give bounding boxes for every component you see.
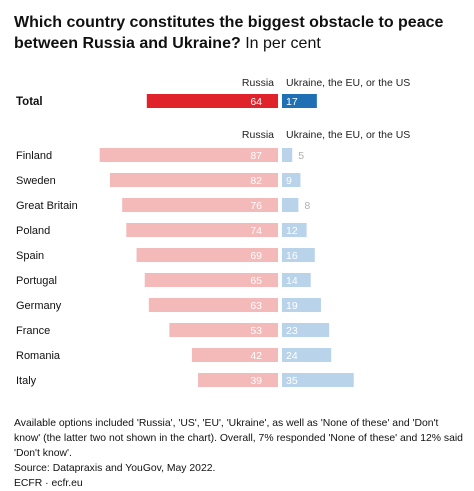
bar-ukraine-eu-us-italy [282, 373, 354, 387]
value-russia-sweden: 82 [250, 175, 262, 187]
value-russia-total: 64 [250, 96, 262, 108]
bar-ukraine-eu-us-germany [282, 298, 321, 312]
footnote: Available options included 'Russia', 'US… [14, 418, 463, 459]
category-label-total: Total [16, 96, 43, 108]
bar-ukraine-eu-us-great-britain [282, 198, 299, 212]
value-ukraine-eu-us-germany: 19 [286, 300, 298, 312]
category-label-great-britain: Great Britain [16, 200, 78, 212]
category-label-poland: Poland [16, 225, 50, 237]
bar-ukraine-eu-us-sweden [282, 173, 301, 187]
value-russia-great-britain: 76 [250, 200, 262, 212]
category-label-portugal: Portugal [16, 275, 57, 287]
source-note: Source: Datapraxis and YouGov, May 2022. [14, 463, 216, 474]
category-label-sweden: Sweden [16, 175, 56, 187]
value-russia-france: 53 [250, 325, 262, 337]
value-russia-poland: 74 [250, 225, 262, 237]
value-ukraine-eu-us-france: 23 [286, 325, 298, 337]
value-russia-germany: 63 [250, 300, 262, 312]
value-ukraine-eu-us-portugal: 14 [286, 275, 298, 287]
bar-russia-france [169, 323, 278, 337]
chart-subtitle: In per cent [245, 35, 321, 52]
value-russia-portugal: 65 [250, 275, 262, 287]
category-label-romania: Romania [16, 350, 61, 362]
bar-russia-total [146, 94, 278, 108]
value-russia-spain: 69 [250, 250, 262, 262]
category-label-germany: Germany [16, 300, 62, 312]
value-ukraine-eu-us-finland: 5 [298, 150, 304, 162]
chart-footer: Available options included 'Russia', 'US… [14, 416, 466, 491]
value-russia-romania: 42 [250, 350, 262, 362]
category-label-france: France [16, 325, 50, 337]
bar-ukraine-eu-us-france [282, 323, 330, 337]
bar-russia-portugal [144, 273, 278, 287]
header-ukraine-eu-us-countries: Ukraine, the EU, or the US [286, 129, 410, 141]
bar-russia-sweden [109, 173, 279, 187]
bar-russia-romania [191, 348, 278, 362]
value-ukraine-eu-us-romania: 24 [286, 350, 298, 362]
bar-russia-finland [99, 148, 279, 162]
value-ukraine-eu-us-italy: 35 [286, 375, 298, 387]
bar-russia-poland [126, 223, 278, 237]
bar-russia-spain [136, 248, 278, 262]
value-ukraine-eu-us-spain: 16 [286, 250, 298, 262]
bar-ukraine-eu-us-portugal [282, 273, 311, 287]
bar-russia-italy [198, 373, 278, 387]
header-russia-countries: Russia [242, 129, 274, 141]
credit: ECFR · ecfr.eu [14, 478, 83, 489]
value-russia-italy: 39 [250, 375, 262, 387]
value-russia-finland: 87 [250, 150, 262, 162]
diverging-bar-chart: Russia Ukraine, the EU, or the US Total 64 1… [16, 77, 410, 387]
chart-title: Which country constitutes the biggest ob… [14, 12, 464, 54]
category-label-finland: Finland [16, 150, 52, 162]
bar-ukraine-eu-us-romania [282, 348, 332, 362]
bar-ukraine-eu-us-total [282, 94, 317, 108]
bar-russia-great-britain [122, 198, 278, 212]
header-russia-total: Russia [242, 77, 274, 89]
bar-ukraine-eu-us-spain [282, 248, 315, 262]
bar-ukraine-eu-us-finland [282, 148, 293, 162]
value-ukraine-eu-us-poland: 12 [286, 225, 298, 237]
value-ukraine-eu-us-sweden: 9 [286, 175, 292, 187]
category-label-italy: Italy [16, 375, 37, 387]
bar-ukraine-eu-us-poland [282, 223, 307, 237]
bar-russia-germany [148, 298, 278, 312]
value-ukraine-eu-us-great-britain: 8 [304, 200, 310, 212]
category-label-spain: Spain [16, 250, 44, 262]
header-ukraine-eu-us-total: Ukraine, the EU, or the US [286, 77, 410, 89]
chart-title-main: Which country constitutes the biggest ob… [14, 14, 444, 52]
value-ukraine-eu-us-total: 17 [286, 96, 298, 108]
